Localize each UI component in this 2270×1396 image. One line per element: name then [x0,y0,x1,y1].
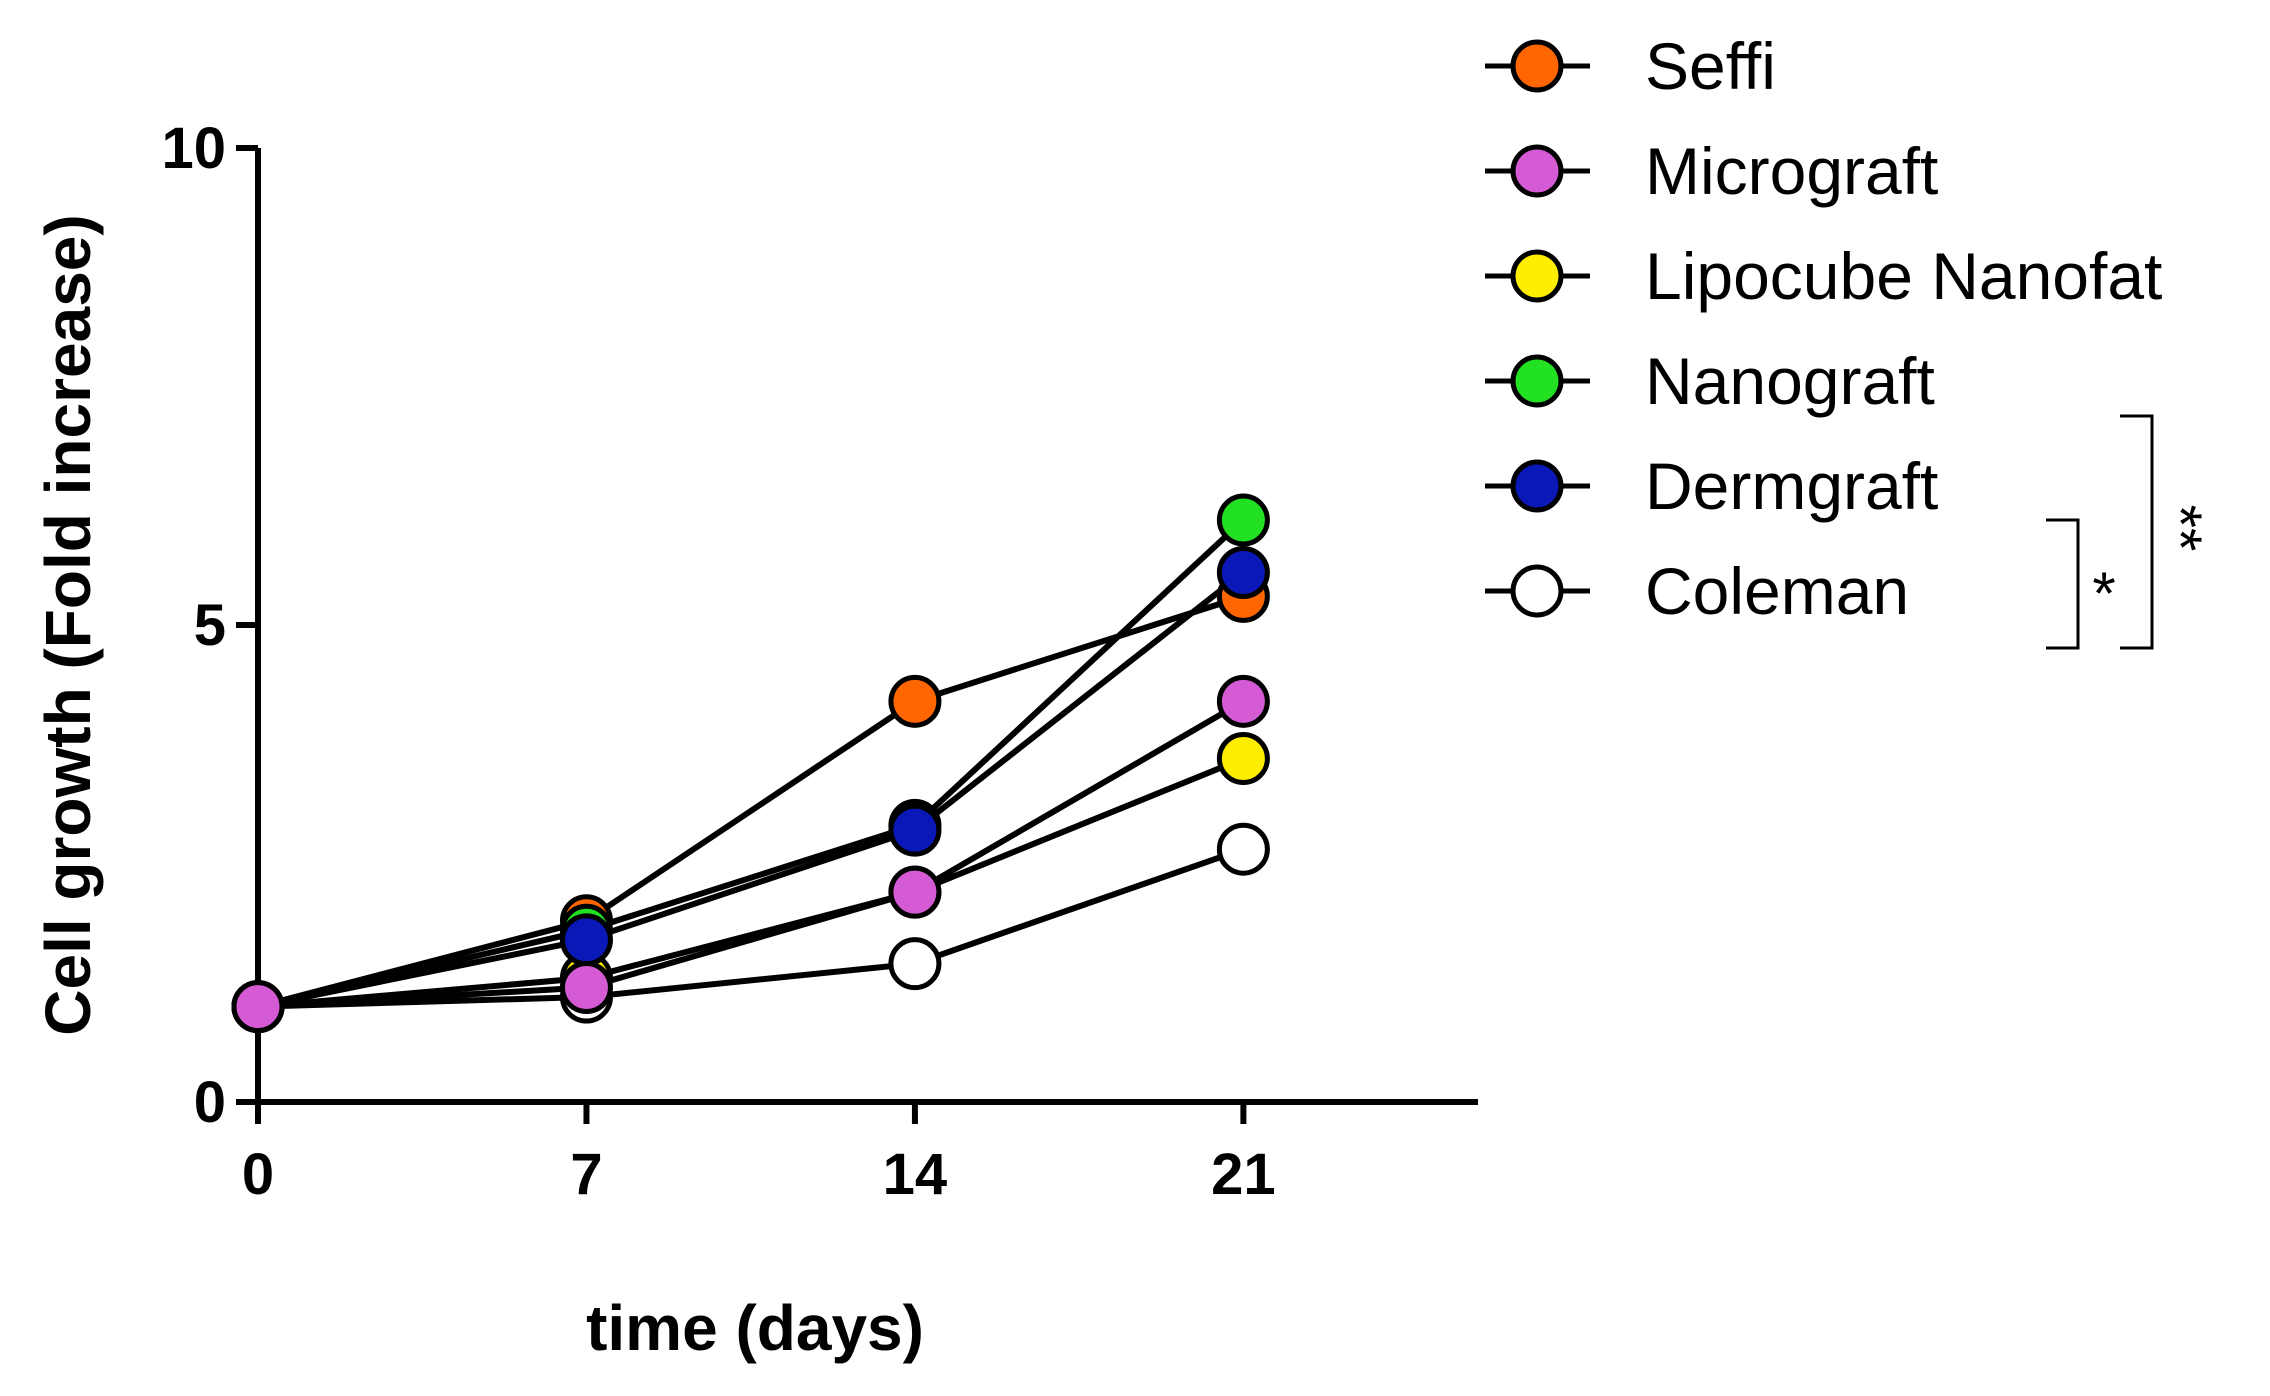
series-lines [257,517,1246,1010]
legend-marker [1510,564,1564,618]
data-point-dermgraft [559,913,613,967]
significance-brackets: * ** [2046,414,2214,650]
legend-item-seffi: Seffi [1485,29,1776,103]
series-line-seffi [257,593,1245,1010]
sig-label-single: * [2092,560,2115,627]
data-point-dermgraft [888,803,942,857]
series-line-coleman [257,846,1245,1010]
legend-item-nanograft: Nanograft [1485,344,1935,418]
sig-label-double-text: ** [2147,505,2214,552]
legend-marker [1510,459,1564,513]
data-point-coleman [1216,822,1270,876]
legend-marker [1510,354,1564,408]
x-tick-label: 7 [570,1142,602,1207]
x-axis-title: time (days) [586,1292,924,1364]
series-line-micrograft [257,698,1245,1010]
data-point-seffi [888,674,942,728]
legend-item-lipocube-nanofat: Lipocube Nanofat [1485,239,2162,313]
bracket-nanograft-coleman [2120,414,2154,650]
data-point-micrograft [888,865,942,919]
x-tick-label: 21 [1211,1142,1276,1207]
data-point-micrograft [231,980,285,1034]
series-points [231,493,1270,1034]
y-tick-label: 10 [161,116,226,181]
legend-label: Lipocube Nanofat [1645,239,2162,313]
x-tick-label: 0 [242,1142,274,1207]
legend: Seffi Micrograft Lipocube Nanofat Nanograft… [1485,29,2162,628]
legend-item-coleman: Coleman [1485,554,1909,628]
legend-marker [1510,39,1564,93]
y-tick-label: 0 [194,1070,226,1135]
series-line-lipocube-nanofat [257,755,1245,1010]
legend-item-micrograft: Micrograft [1485,134,1938,208]
data-point-micrograft [559,961,613,1015]
y-tick-label: 5 [194,593,226,658]
legend-label: Nanograft [1645,344,1935,418]
legend-marker [1510,144,1564,198]
sig-label-double: ** [2147,505,2214,552]
legend-label: Micrograft [1645,134,1938,208]
legend-label: Seffi [1645,29,1776,103]
series-line-nanograft [257,517,1246,1010]
x-tick-label: 14 [883,1142,948,1207]
data-point-dermgraft [1216,546,1270,600]
legend-marker [1510,249,1564,303]
series-line-dermgraft [257,570,1246,1010]
ticks: 0 5 10 0 7 14 21 [161,116,1275,1207]
data-point-nanograft [1216,493,1270,547]
legend-label: Dermgraft [1645,449,1938,523]
y-axis-title: Cell growth (Fold increase) [32,214,104,1035]
legend-label: Coleman [1645,554,1909,628]
data-point-micrograft [1216,674,1270,728]
data-point-lipocube-nanofat [1216,732,1270,786]
legend-item-dermgraft: Dermgraft [1485,449,1938,523]
data-point-coleman [888,937,942,991]
bracket-dermgraft-coleman [2046,518,2080,650]
